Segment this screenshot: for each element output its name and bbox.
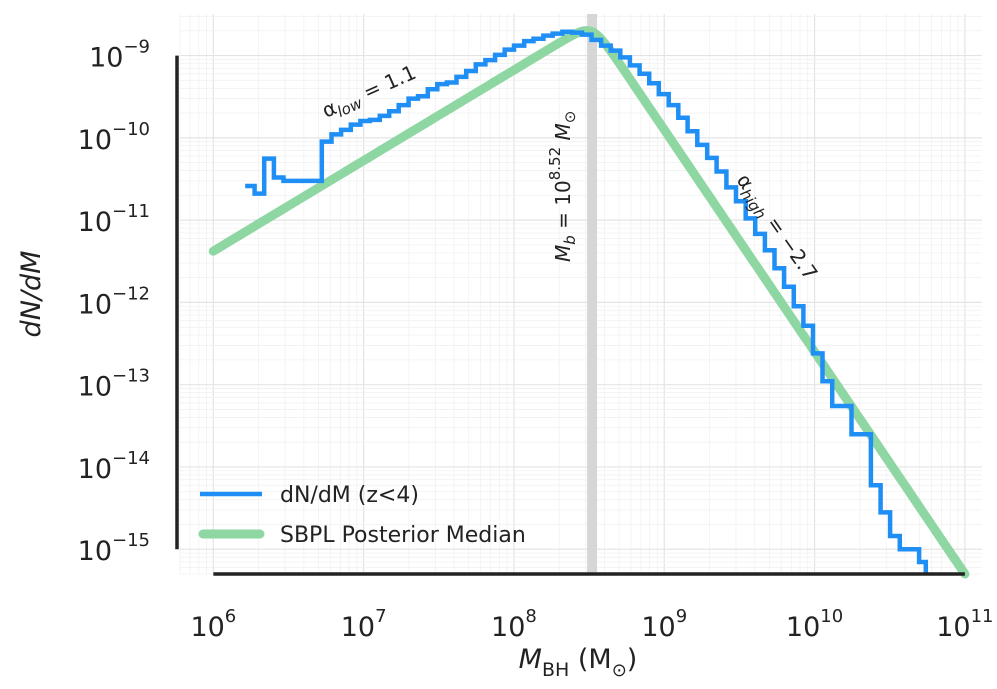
y-tick-label: 10−11 <box>78 201 150 238</box>
alpha-low-annotation: αlow = 1.1 <box>318 60 421 126</box>
break-label-unit: M <box>551 123 575 147</box>
y-tick-label: 10−10 <box>78 119 150 156</box>
x-tick-label: 1011 <box>936 606 993 643</box>
y-tick-label: 10−9 <box>89 37 150 74</box>
alpha-high-value: = −2.7 <box>758 207 822 285</box>
legend-label-model: SBPL Posterior Median <box>280 523 526 548</box>
y-tick-exp: −14 <box>112 448 150 469</box>
x-axis-title: MBH (M⊙) <box>519 644 638 681</box>
x-axis-title-close: ) <box>627 644 638 675</box>
break-label-sub: b <box>561 235 579 245</box>
x-tick-label: 109 <box>641 606 687 643</box>
y-tick-base: 10 <box>78 207 112 238</box>
y-tick-exp: −13 <box>112 366 150 387</box>
x-axis-title-unit-sub: ⊙ <box>612 660 627 681</box>
x-tick-exp: 10 <box>820 606 843 627</box>
y-tick-base: 10 <box>78 289 112 320</box>
x-tick-label: 106 <box>190 606 236 643</box>
break-mass-band <box>587 14 598 574</box>
x-tick-base: 10 <box>641 612 675 643</box>
break-label-exp: 8.52 <box>546 147 564 180</box>
legend-label-step: dN/dM (z<4) <box>280 483 419 508</box>
x-tick-label: 1010 <box>786 606 843 643</box>
x-tick-exp: 9 <box>676 606 687 627</box>
grid-lines <box>179 14 982 575</box>
y-tick-label: 10−15 <box>78 530 150 567</box>
legend: dN/dM (z<4) SBPL Posterior Median <box>198 483 526 548</box>
x-axis-title-sub: BH <box>542 659 569 681</box>
y-tick-base: 10 <box>78 372 112 403</box>
break-label-unit-sub: ⊙ <box>561 111 579 124</box>
sbpl-median-line <box>208 26 970 579</box>
y-tick-label: 10−13 <box>78 366 150 403</box>
x-tick-base: 10 <box>936 612 970 643</box>
y-axis-title: dN/dM <box>16 251 47 338</box>
x-tick-exp: 8 <box>525 606 536 627</box>
x-axis-title-main: M <box>519 644 542 675</box>
y-tick-exp: −10 <box>112 119 150 140</box>
x-tick-base: 10 <box>190 612 224 643</box>
break-label-prefix: M <box>551 245 575 262</box>
break-mass-annotation: Mb = 108.52 M⊙ <box>546 111 579 262</box>
x-tick-base: 10 <box>786 612 820 643</box>
x-axis-title-unit: (M <box>569 644 611 675</box>
x-tick-base: 10 <box>341 612 375 643</box>
y-tick-exp: −11 <box>112 201 150 222</box>
x-tick-base: 10 <box>491 612 525 643</box>
x-tick-label: 108 <box>491 606 537 643</box>
y-tick-exp: −9 <box>123 37 150 58</box>
x-tick-label: 107 <box>341 606 387 643</box>
y-tick-exp: −12 <box>112 283 150 304</box>
y-tick-base: 10 <box>78 536 112 567</box>
y-tick-base: 10 <box>89 43 123 74</box>
break-label-eq: = 10 <box>551 180 575 235</box>
x-tick-exp: 6 <box>225 606 236 627</box>
y-tick-exp: −15 <box>112 530 150 551</box>
y-tick-label: 10−12 <box>78 283 150 320</box>
y-tick-base: 10 <box>78 125 112 156</box>
y-tick-label: 10−14 <box>78 448 150 485</box>
x-tick-labels: 106 107 108 109 1010 1011 <box>190 606 993 643</box>
x-tick-exp: 7 <box>375 606 386 627</box>
dndm-step-line <box>245 29 929 574</box>
x-tick-exp: 11 <box>971 606 994 627</box>
y-tick-base: 10 <box>78 454 112 485</box>
